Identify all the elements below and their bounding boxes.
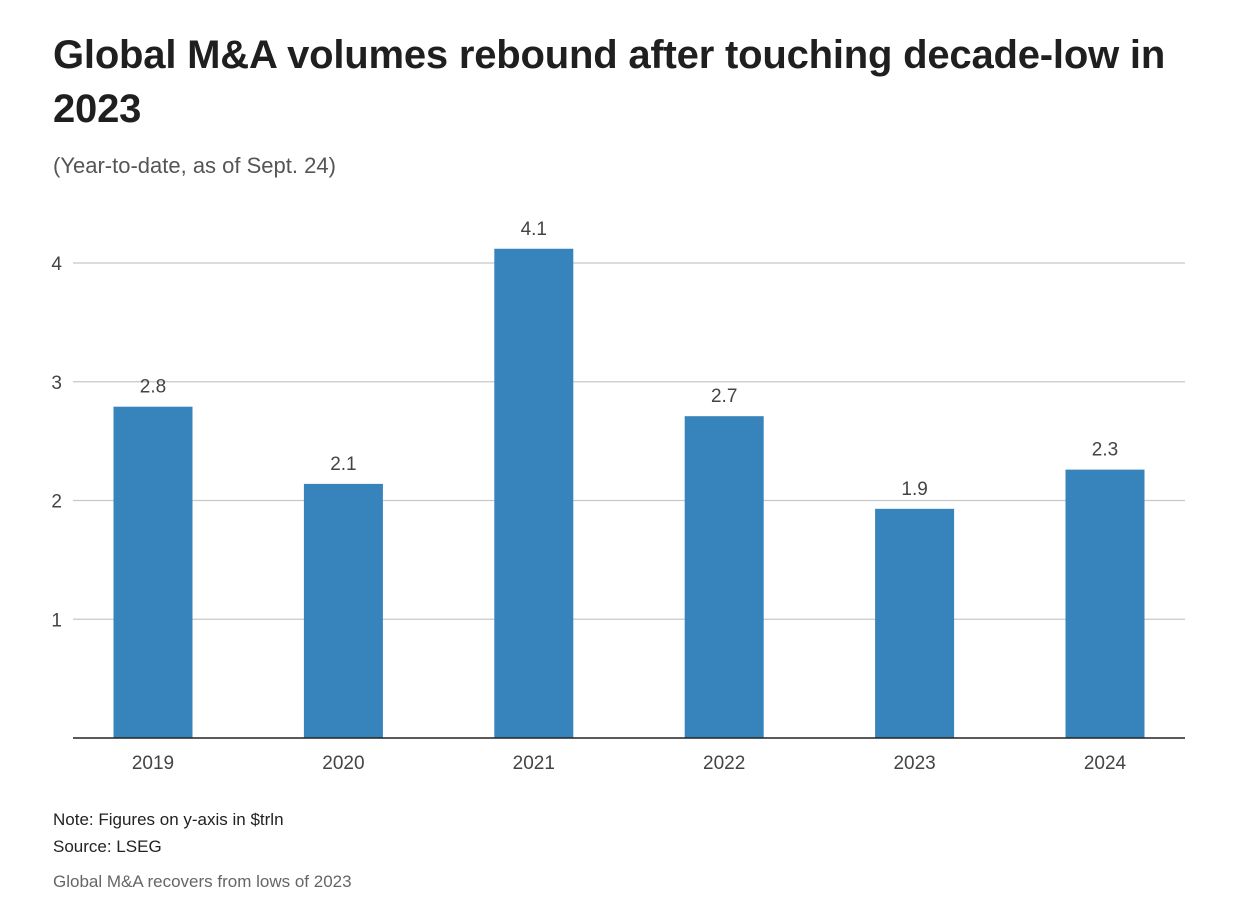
bar-2020 [303,483,383,738]
bar-2023 [875,508,955,738]
source-text: Source: LSEG [53,837,162,856]
data-label-2022: 2.7 [711,386,737,407]
data-label-2024: 2.3 [1092,440,1118,461]
gridlines [73,262,1185,620]
data-label-2019: 2.8 [140,377,166,398]
x-tick-label-2022: 2022 [703,753,745,774]
x-axis-tick-labels: 2019 2020 2021 2022 2023 2024 [132,753,1127,774]
bars [113,248,1145,738]
y-tick-label: 4 [51,254,62,275]
x-tick-label-2019: 2019 [132,753,174,774]
bar-2022 [684,416,764,738]
chart-title: Global M&A volumes rebound after touchin… [53,33,1166,131]
data-label-2023: 1.9 [901,479,927,500]
bar-2021 [494,248,574,738]
x-tick-label-2020: 2020 [322,753,364,774]
bar-2024 [1065,469,1145,738]
note-text: Note: Figures on y-axis in $trln [53,810,284,829]
data-labels: 2.8 2.1 4.1 2.7 1.9 2.3 [140,219,1118,500]
y-tick-label: 1 [51,610,62,631]
data-label-2021: 4.1 [521,219,547,240]
y-tick-label: 3 [51,373,62,394]
y-tick-label: 2 [51,492,62,513]
bar-2019 [113,406,193,738]
y-axis-tick-labels: 1 2 3 4 [51,254,62,631]
x-tick-label-2021: 2021 [513,753,555,774]
chart-subtitle: (Year-to-date, as of Sept. 24) [53,153,336,178]
chart-caption: Global M&A recovers from lows of 2023 [53,872,352,891]
x-tick-label-2023: 2023 [893,753,935,774]
data-label-2020: 2.1 [330,454,356,475]
x-tick-label-2024: 2024 [1084,753,1127,774]
chart-notes: Note: Figures on y-axis in $trln Source:… [53,806,284,860]
